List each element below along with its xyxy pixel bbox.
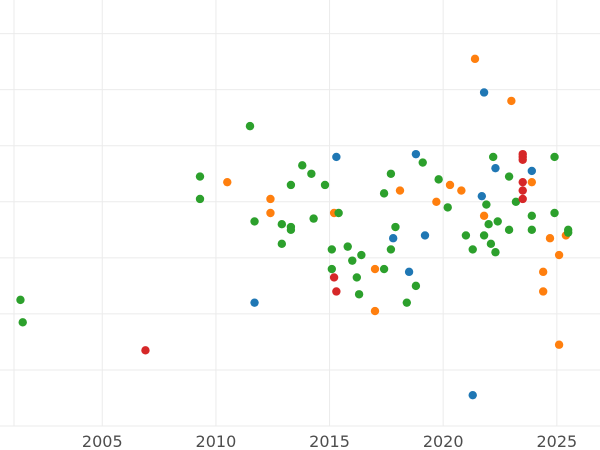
data-point-blue [411,149,421,159]
data-point-orange [538,287,548,296]
data-point-green [277,239,287,249]
data-point-green [527,225,537,235]
data-point-orange [266,208,275,218]
data-point-green [309,214,318,223]
x-tick-label: 2020 [423,432,464,450]
data-point-green [379,189,389,198]
data-point-green [411,281,421,291]
data-point-green [195,172,205,181]
data-point-orange [266,194,275,204]
data-point-red [518,186,527,195]
x-tick-label: 2010 [196,432,237,450]
data-point-blue [332,152,341,162]
data-point-green [493,217,502,226]
data-point-blue [250,298,259,307]
data-point-green [327,245,337,254]
data-point-green [391,222,400,232]
data-point-green [484,220,493,229]
data-point-blue [388,234,398,243]
data-point-green [461,231,471,240]
data-points [16,54,573,400]
data-point-red [141,346,150,355]
data-point-green [443,203,452,212]
data-point-green [511,197,521,206]
data-point-green [486,239,496,249]
data-point-green [479,231,489,240]
data-point-green [286,225,296,235]
data-point-orange [370,306,380,316]
data-point-green [357,250,366,260]
data-point-green [307,169,316,178]
data-point-orange [395,186,405,195]
data-point-orange [470,54,480,64]
data-point-blue [491,163,500,173]
data-point-blue [527,166,537,176]
data-point-green [286,180,296,190]
data-point-green [245,121,255,131]
data-point-orange [432,197,441,206]
x-tick-label: 2025 [536,432,577,450]
data-point-red [332,287,341,296]
data-point-orange [507,96,516,106]
data-point-green [320,180,330,190]
data-point-orange [538,267,548,277]
data-point-orange [457,186,466,195]
data-point-orange [554,340,564,349]
data-point-green [402,298,412,307]
data-point-orange [554,250,564,260]
data-point-green [434,175,443,184]
data-point-green [504,172,514,181]
data-point-red [329,273,339,282]
data-point-green [16,295,25,305]
data-point-red [518,177,527,187]
data-point-orange [370,264,380,274]
data-point-green [418,158,427,167]
data-point-green [504,225,514,235]
data-point-blue [468,390,477,400]
data-point-green [334,208,343,218]
data-point-orange [479,211,489,221]
data-point-green [18,318,27,327]
data-point-green [563,225,573,235]
data-point-green [298,161,307,170]
data-point-green [327,264,337,274]
data-point-orange [445,180,455,190]
data-point-green [195,194,205,204]
x-tick-label: 2015 [309,432,350,450]
data-point-green [354,290,364,299]
data-point-green [488,152,498,162]
data-point-green [343,242,352,251]
data-point-red [518,194,527,204]
data-point-green [352,273,362,282]
data-point-green [379,264,389,274]
data-point-blue [404,267,414,277]
x-tick-label: 2005 [82,432,123,450]
data-point-red [518,155,527,164]
data-point-green [482,200,491,209]
data-point-green [386,245,396,254]
data-point-green [250,217,259,226]
data-point-blue [479,88,489,97]
x-tick-labels: 2005 2010 2015 2020 2025 [82,432,577,450]
data-point-green [550,208,559,218]
x-gridlines [13,0,558,426]
data-point-blue [477,191,487,201]
data-point-green [550,152,559,162]
data-point-orange [545,234,555,243]
data-point-green [277,220,287,229]
y-gridlines [0,33,600,427]
data-point-orange [223,177,232,187]
data-point-green [386,169,396,178]
data-point-orange [527,177,537,187]
data-point-green [468,245,477,254]
data-point-green [527,211,537,221]
data-point-blue [420,231,430,240]
data-point-green [348,256,357,265]
data-point-green [491,248,500,257]
